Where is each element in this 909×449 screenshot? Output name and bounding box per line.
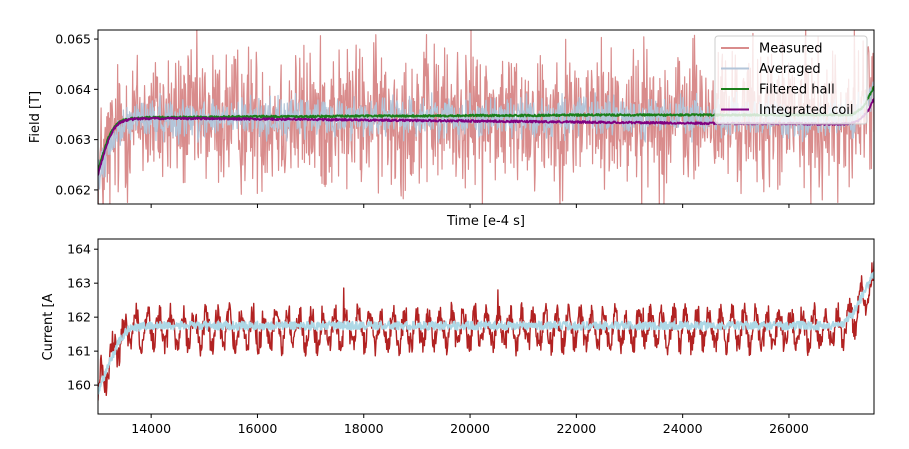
- current-x-tick-label: 22000: [556, 421, 596, 436]
- current-y-axis-label: Current [A: [41, 293, 56, 360]
- current-axes-frame: [97, 238, 875, 415]
- current-x-tick-label: 26000: [769, 421, 809, 436]
- current-plot-area: [98, 261, 874, 401]
- legend-label: Filtered hall: [759, 83, 835, 98]
- field-axes-frame: [97, 29, 875, 205]
- current-x-ticks: 14000 16000 18000 20000 22000 24000 26000: [131, 414, 809, 436]
- legend-label: Integrated coil: [759, 103, 854, 118]
- current-series-line-0: [98, 261, 874, 401]
- field-y-tick-label: 0.063: [55, 132, 91, 147]
- current-y-tick-label: 164: [67, 242, 91, 257]
- field-y-tick-label: 0.064: [55, 82, 91, 97]
- current-x-tick-label: 20000: [450, 421, 490, 436]
- legend-box: [714, 35, 868, 125]
- field-x-ticks: [150, 204, 790, 208]
- field-y-ticks: 0.062 0.063 0.064 0.065: [55, 32, 98, 197]
- legend-label: Averaged: [759, 62, 821, 77]
- current-x-tick-label: 16000: [238, 421, 278, 436]
- current-y-tick-label: 163: [67, 276, 91, 291]
- current-panel: 160 161 162 163 164 14000 16000 18000 20000 2200…: [41, 238, 875, 436]
- current-series-line-1: [98, 271, 874, 395]
- current-y-ticks: 160 161 162 163 164: [67, 242, 98, 393]
- field-y-tick-label: 0.062: [55, 182, 91, 197]
- current-y-tick-label: 162: [67, 310, 91, 325]
- current-x-tick-label: 18000: [344, 421, 384, 436]
- field-legend: Measured Averaged Filtered hall Integrated …: [714, 35, 868, 125]
- current-y-tick-label: 160: [67, 378, 91, 393]
- field-panel: 0.062 0.063 0.064 0.065 Field [T] Time [e-4…: [28, 29, 875, 229]
- field-x-axis-label: Time [e-4 s]: [446, 214, 525, 229]
- current-x-tick-label: 14000: [131, 421, 171, 436]
- current-y-tick-label: 161: [67, 344, 91, 359]
- current-x-tick-label: 24000: [663, 421, 703, 436]
- field-y-tick-label: 0.065: [55, 32, 91, 47]
- field-y-axis-label: Field [T]: [28, 91, 43, 143]
- legend-label: Measured: [759, 42, 823, 57]
